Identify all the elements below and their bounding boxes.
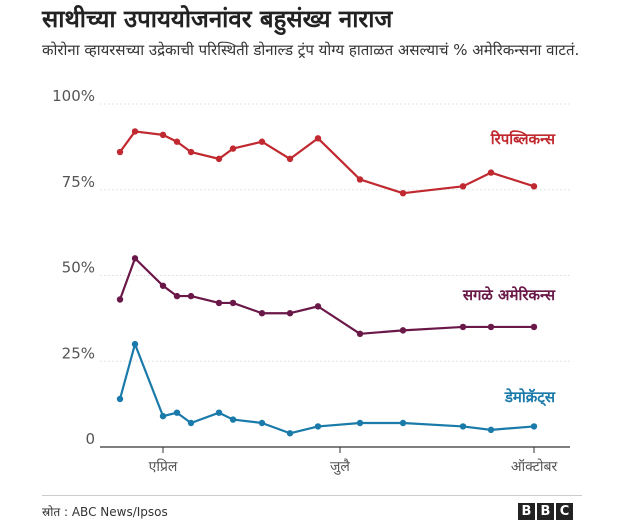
bbc-logo: B B C xyxy=(518,503,573,520)
republicans-label: रिपब्लिकन्स xyxy=(490,130,556,148)
data-point xyxy=(399,189,407,197)
data-point xyxy=(399,327,407,334)
series-labels: रिपब्लिकन्स सगळे अमेरिकन्स डेमोक्रॅट्स xyxy=(462,130,556,407)
data-point xyxy=(173,292,181,300)
series-lines xyxy=(116,128,538,437)
data-point xyxy=(487,169,495,176)
x-tick-label: जुलै xyxy=(330,458,350,475)
footer-divider xyxy=(42,495,582,496)
data-point xyxy=(459,323,467,331)
data-point xyxy=(286,430,294,437)
gridlines xyxy=(100,103,570,448)
data-point xyxy=(159,282,167,289)
x-axis-ticks: एप्रिल जुलै ऑक्टोबर xyxy=(149,447,558,475)
democrats-label: डेमोक्रॅट्स xyxy=(504,388,556,407)
republicans-line xyxy=(116,128,538,197)
data-point xyxy=(131,128,139,135)
data-point xyxy=(314,423,322,430)
data-point xyxy=(131,340,139,348)
data-point xyxy=(286,155,294,163)
source-note: स्रोत : ABC News/Ipsos xyxy=(42,505,168,519)
data-point xyxy=(314,303,322,310)
data-point xyxy=(530,323,538,331)
data-point xyxy=(173,409,181,416)
y-tick-label: 100% xyxy=(52,87,95,105)
data-point xyxy=(530,183,538,190)
democrats-line xyxy=(116,340,538,437)
data-point xyxy=(356,419,364,427)
data-point xyxy=(116,148,124,156)
data-point xyxy=(215,155,223,163)
data-point xyxy=(399,419,407,427)
data-point xyxy=(356,330,364,338)
data-point xyxy=(459,423,467,430)
data-point xyxy=(187,148,195,156)
bbc-logo-b1: B xyxy=(518,503,535,520)
data-point xyxy=(258,310,266,317)
data-point xyxy=(229,145,237,152)
data-point xyxy=(258,138,266,145)
data-point xyxy=(487,323,495,331)
bbc-logo-c: C xyxy=(556,503,573,520)
data-point xyxy=(487,426,495,434)
series-path xyxy=(119,130,535,195)
all-americans-label: सगळे अमेरिकन्स xyxy=(462,286,556,304)
data-point xyxy=(131,255,139,262)
y-axis-ticks: 100% 75% 50% 25% 0 xyxy=(52,87,95,448)
data-point xyxy=(530,423,538,430)
chart-subtitle: कोरोना व्हायरसच्या उद्रेकाची परिस्थिती ड… xyxy=(42,41,580,59)
all-americans-line xyxy=(116,255,538,338)
data-point xyxy=(187,292,195,300)
chart-title: साथीच्या उपाययोजनांवर बहुसंख्य नाराज xyxy=(42,5,393,33)
y-tick-label: 0 xyxy=(85,430,95,448)
data-point xyxy=(459,183,467,190)
series-path xyxy=(118,343,535,435)
data-point xyxy=(116,296,124,303)
y-tick-label: 50% xyxy=(62,259,95,277)
data-point xyxy=(159,131,167,139)
data-point xyxy=(159,412,167,420)
data-point xyxy=(229,416,237,423)
data-point xyxy=(286,310,294,317)
data-point xyxy=(356,176,364,183)
data-point xyxy=(258,419,266,427)
data-point xyxy=(215,299,223,307)
data-point xyxy=(116,395,124,403)
data-point xyxy=(187,419,195,427)
y-tick-label: 25% xyxy=(62,344,95,362)
data-point xyxy=(173,138,181,145)
y-tick-label: 75% xyxy=(62,173,95,191)
x-tick-label: एप्रिल xyxy=(149,458,178,475)
data-point xyxy=(215,409,223,416)
data-point xyxy=(314,135,322,142)
x-tick-label: ऑक्टोबर xyxy=(511,458,558,475)
data-point xyxy=(229,299,237,307)
bbc-logo-b2: B xyxy=(537,503,554,520)
